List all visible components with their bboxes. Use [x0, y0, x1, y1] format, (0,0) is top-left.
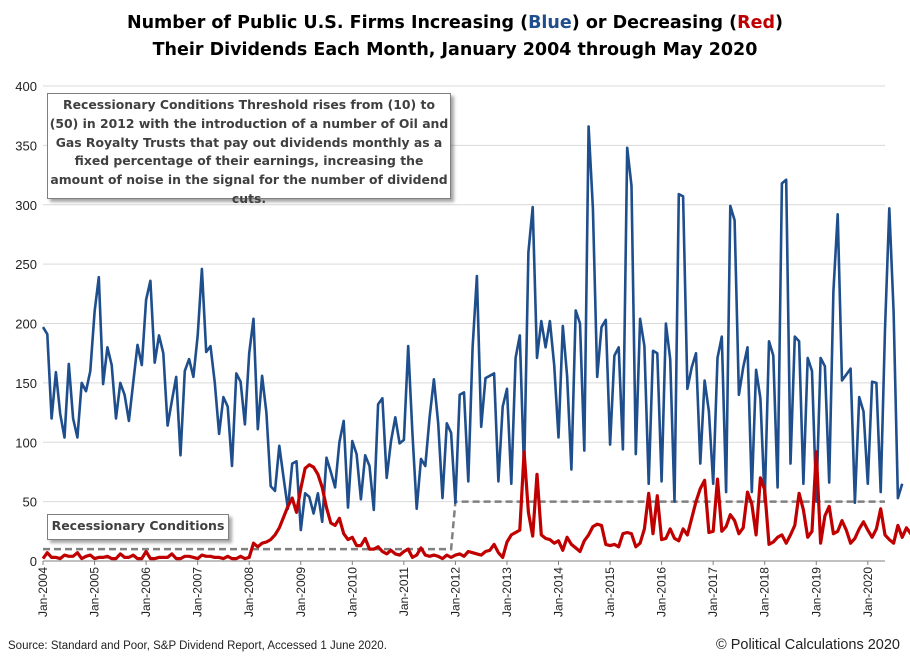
x-axis-tick-labels: Jan-2004 Jan-2005 Jan-2006 Jan-2007 Jan-2008… [36, 561, 875, 617]
x-tick-label: Jan-2019 [809, 567, 823, 617]
recessionary-conditions-label: Recessionary Conditions [47, 514, 229, 540]
title-line-1-prefix: Number of Public U.S. Firms Increasing ( [126, 13, 529, 33]
x-tick-label: Jan-2015 [603, 567, 617, 617]
x-tick-label: Jan-2004 [36, 567, 50, 617]
x-tick-label: Jan-2013 [500, 567, 514, 617]
y-tick-label: 0 [30, 554, 37, 569]
x-tick-label: Jan-2008 [242, 567, 256, 617]
x-tick-label: Jan-2012 [448, 567, 462, 617]
x-tick-label: Jan-2005 [88, 567, 102, 617]
y-tick-label: 350 [15, 138, 37, 153]
x-tick-label: Jan-2009 [294, 567, 308, 617]
x-tick-label: Jan-2018 [758, 567, 772, 617]
y-tick-label: 150 [15, 376, 37, 391]
x-tick-label: Jan-2016 [655, 567, 669, 617]
increasing-series-line [41, 125, 904, 532]
series-lines [41, 125, 910, 561]
title-line-2: Their Dividends Each Month, January 2004… [152, 40, 758, 60]
title-red-word: Red [737, 13, 776, 33]
chart-title: Number of Public U.S. Firms Increasing (… [0, 10, 910, 64]
title-line-1: Number of Public U.S. Firms Increasing (… [0, 10, 910, 37]
x-tick-label: Jan-2006 [139, 567, 153, 617]
y-axis-tick-labels: 0 50 100 150 200 250 300 350 400 [15, 79, 37, 569]
title-blue-word: Blue [528, 13, 572, 33]
grid-lines [43, 85, 885, 503]
y-tick-label: 250 [15, 257, 37, 272]
x-tick-label: Jan-2011 [397, 567, 411, 616]
x-tick-label: Jan-2007 [191, 567, 205, 617]
threshold-annotation: Recessionary Conditions Threshold rises … [47, 93, 451, 206]
y-tick-label: 200 [15, 317, 37, 332]
threshold-line [43, 500, 885, 551]
source-text: Source: Standard and Poor, S&P Dividend … [8, 640, 387, 652]
copyright-text: © Political Calculations 2020 [716, 637, 900, 653]
title-line-1-suffix: ) [775, 13, 784, 33]
title-line-1-mid: ) or Decreasing ( [571, 13, 738, 33]
y-tick-label: 300 [15, 198, 37, 213]
x-tick-label: Jan-2010 [345, 567, 359, 617]
x-tick-label: Jan-2017 [706, 567, 720, 617]
y-tick-label: 400 [15, 79, 37, 94]
x-tick-label: Jan-2020 [861, 567, 875, 617]
y-tick-label: 100 [15, 435, 37, 450]
x-tick-label: Jan-2014 [552, 567, 566, 617]
y-tick-label: 50 [23, 495, 37, 510]
decreasing-series-line [41, 450, 910, 561]
